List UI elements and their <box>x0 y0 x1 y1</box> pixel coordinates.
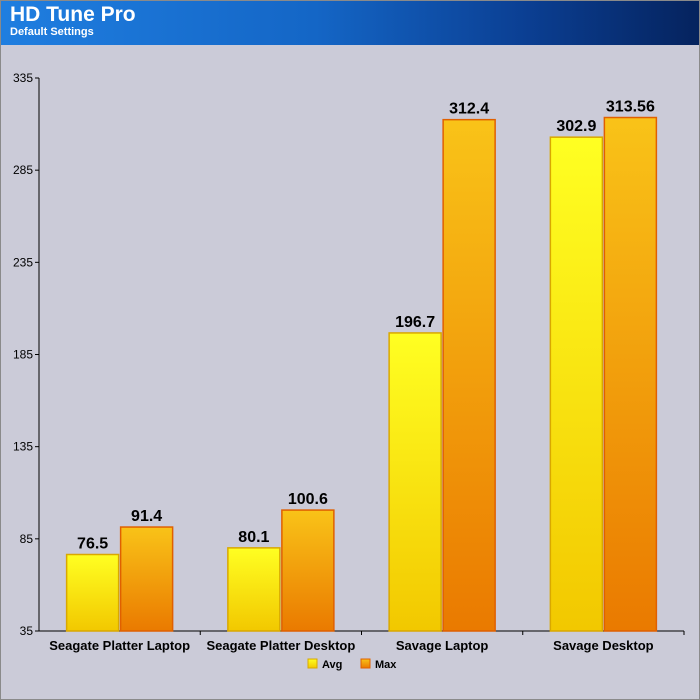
data-label-avg: 76.5 <box>77 536 108 553</box>
data-label-max: 91.4 <box>131 508 162 525</box>
y-tick-label: 335 <box>13 71 33 85</box>
y-tick-label: 185 <box>13 348 33 362</box>
x-category-label: Seagate Platter Desktop <box>206 638 355 653</box>
bar-avg <box>65 553 120 632</box>
bar-max <box>603 116 658 632</box>
data-label-avg: 196.7 <box>395 314 435 331</box>
bar-max <box>119 526 174 632</box>
data-label-max: 100.6 <box>288 491 328 508</box>
bar-max <box>442 118 496 632</box>
bar-max <box>281 509 335 632</box>
data-label-max: 313.56 <box>606 99 655 116</box>
bar-avg <box>549 136 604 632</box>
legend-label-avg: Avg <box>322 659 342 671</box>
legend-swatch-avg <box>307 658 318 669</box>
data-label-avg: 302.9 <box>556 118 596 135</box>
chart-header: HD Tune Pro Default Settings <box>1 1 699 45</box>
y-tick-label: 235 <box>13 255 33 269</box>
data-label-avg: 80.1 <box>238 529 269 546</box>
x-category-label: Seagate Platter Laptop <box>49 638 190 653</box>
x-category-label: Savage Desktop <box>553 638 653 653</box>
legend-swatch-max <box>360 658 371 669</box>
chart-title: HD Tune Pro <box>10 3 136 26</box>
x-category-label: Savage Laptop <box>396 638 489 653</box>
y-tick-label: 35 <box>20 624 34 638</box>
y-tick-label: 285 <box>13 163 33 177</box>
legend-label-max: Max <box>375 659 397 671</box>
y-tick-label: 85 <box>20 532 34 546</box>
bar-avg <box>227 547 281 632</box>
data-label-max: 312.4 <box>449 101 489 118</box>
chart-subtitle: Default Settings <box>10 26 94 38</box>
bar-avg <box>388 332 442 632</box>
y-tick-label: 135 <box>13 440 33 454</box>
